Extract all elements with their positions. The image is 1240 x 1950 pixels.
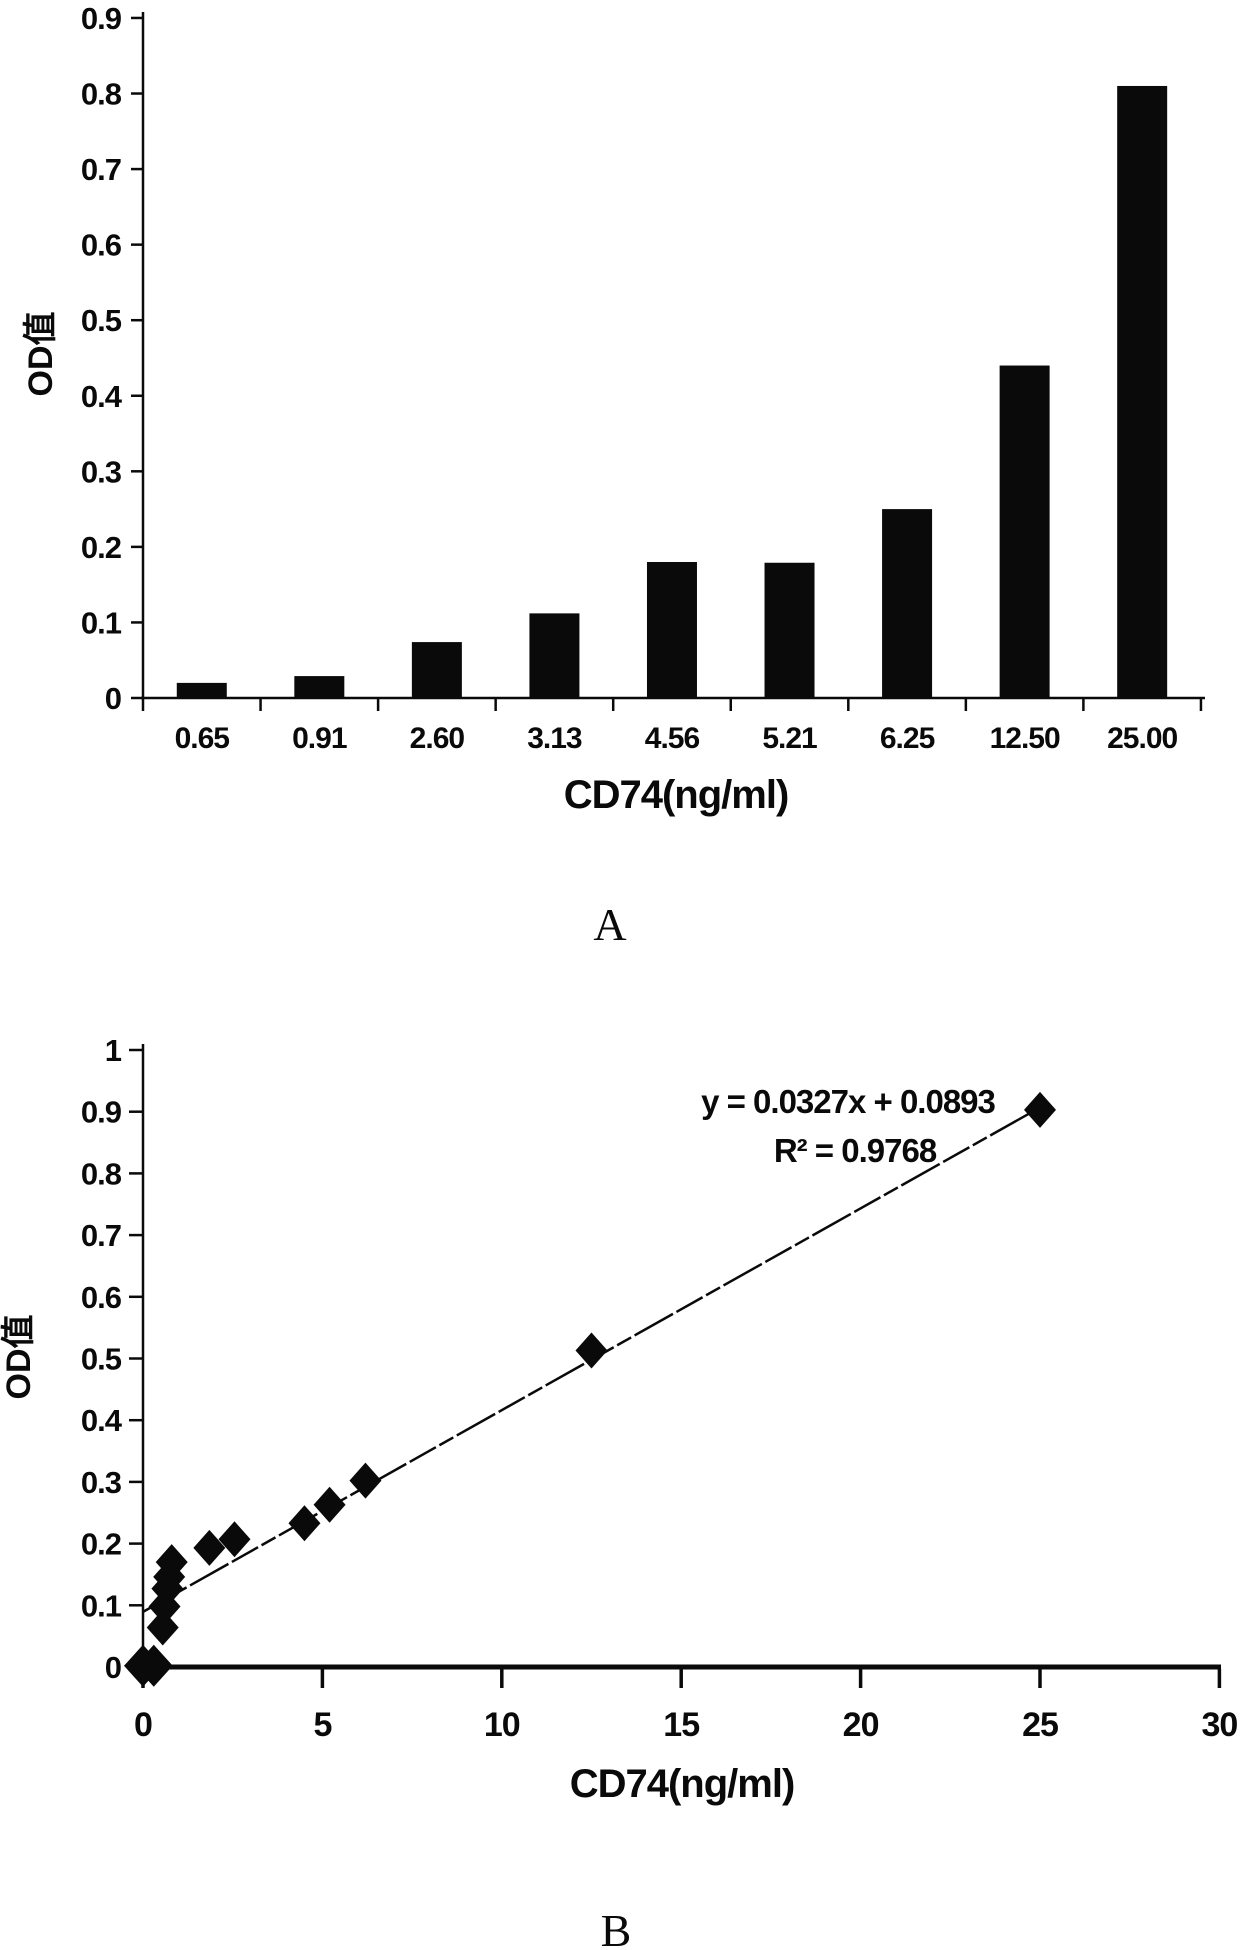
a-category-label: 2.60 [410,722,465,755]
bar-0.91 [294,676,345,698]
b-x-tick-label: 15 [663,1706,699,1744]
b-y-tick-label: 0.5 [81,1342,122,1377]
bar-25.00 [1117,85,1168,699]
b-r-squared-text: R² = 0.9768 [774,1132,937,1169]
a-category-label: 4.56 [645,722,700,755]
panel-b-label: B [601,1905,632,1950]
b-y-tick-label: 1 [105,1033,122,1068]
a-y-axis-title: OD值 [22,312,60,397]
a-category-label: 5.21 [762,722,817,755]
bar-0.65 [176,682,227,698]
b-y-tick-label: 0.4 [81,1403,123,1438]
a-x-axis-title: CD74(ng/ml) [564,773,789,817]
a-category-label: 6.25 [880,722,935,755]
scatter-point [349,1462,382,1499]
a-y-tick-label: 0.8 [81,77,122,112]
b-x-tick-label: 25 [1022,1706,1058,1744]
a-category-label: 3.13 [527,722,582,755]
b-y-tick-label: 0 [105,1650,121,1685]
b-y-tick-label: 0.9 [81,1095,122,1130]
scatter-point [1024,1091,1056,1128]
a-y-tick-label: 0.3 [81,454,122,489]
scatter-point [193,1529,226,1566]
b-y-tick-label: 0.6 [81,1280,122,1315]
bar-6.25 [882,509,933,698]
a-y-tick-label: 0.2 [81,530,121,565]
a-y-tick-label: 0.1 [81,605,122,640]
b-equation-text: y = 0.0327x + 0.0893 [701,1083,995,1120]
b-x-tick-label: 30 [1201,1706,1237,1744]
b-y-tick-label: 0.1 [81,1588,122,1623]
bar-3.13 [529,613,580,698]
panel-a-label: A [593,899,626,950]
b-y-tick-label: 0.7 [81,1218,121,1253]
scatter-point [575,1332,608,1369]
scatter-point [155,1544,188,1581]
scatter-point [288,1505,321,1542]
bar-4.56 [646,561,697,698]
b-y-tick-label: 0.3 [81,1465,122,1500]
b-x-tick-label: 10 [484,1706,520,1744]
scatter-point [146,1609,179,1646]
bar-5.21 [764,562,815,698]
scatter-point [218,1521,251,1558]
scatter-point [134,1644,173,1687]
a-category-label: 12.50 [990,722,1060,755]
scatter-point [313,1486,346,1523]
b-y-tick-label: 0.8 [81,1156,122,1191]
a-y-tick-label: 0.4 [81,379,123,414]
bar-2.60 [411,642,462,698]
b-x-tick-label: 5 [313,1706,331,1744]
a-category-label: 0.65 [175,722,230,755]
b-x-tick-label: 20 [843,1706,879,1744]
a-y-tick-label: 0 [105,681,121,716]
b-x-axis-title: CD74(ng/ml) [570,1762,795,1806]
a-y-tick-label: 0.9 [81,1,122,36]
a-y-tick-label: 0.7 [81,152,121,187]
bar-12.50 [999,365,1050,698]
a-category-label: 25.00 [1107,722,1177,755]
a-category-label: 0.91 [292,722,347,755]
a-y-tick-label: 0.6 [81,228,122,263]
a-y-tick-label: 0.5 [81,303,122,338]
b-y-tick-label: 0.2 [81,1527,121,1562]
b-x-tick-label: 0 [134,1706,152,1744]
b-y-axis-title: OD值 [0,1315,38,1400]
